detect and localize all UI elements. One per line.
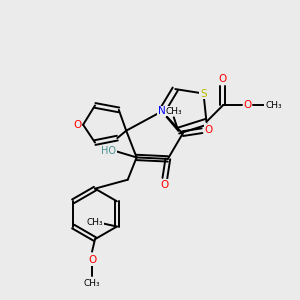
Text: CH₃: CH₃ xyxy=(265,101,282,110)
Text: O: O xyxy=(88,255,96,265)
Text: N: N xyxy=(158,106,166,116)
Text: O: O xyxy=(219,74,227,84)
Text: N: N xyxy=(158,106,166,116)
Text: HO: HO xyxy=(101,146,116,157)
Text: S: S xyxy=(200,88,207,98)
Text: O: O xyxy=(160,180,168,190)
Text: O: O xyxy=(73,120,81,130)
Text: CH₃: CH₃ xyxy=(84,279,100,288)
Text: CH₃: CH₃ xyxy=(86,218,103,227)
Text: O: O xyxy=(205,125,213,135)
Text: O: O xyxy=(243,100,252,110)
Text: CH₃: CH₃ xyxy=(166,107,182,116)
